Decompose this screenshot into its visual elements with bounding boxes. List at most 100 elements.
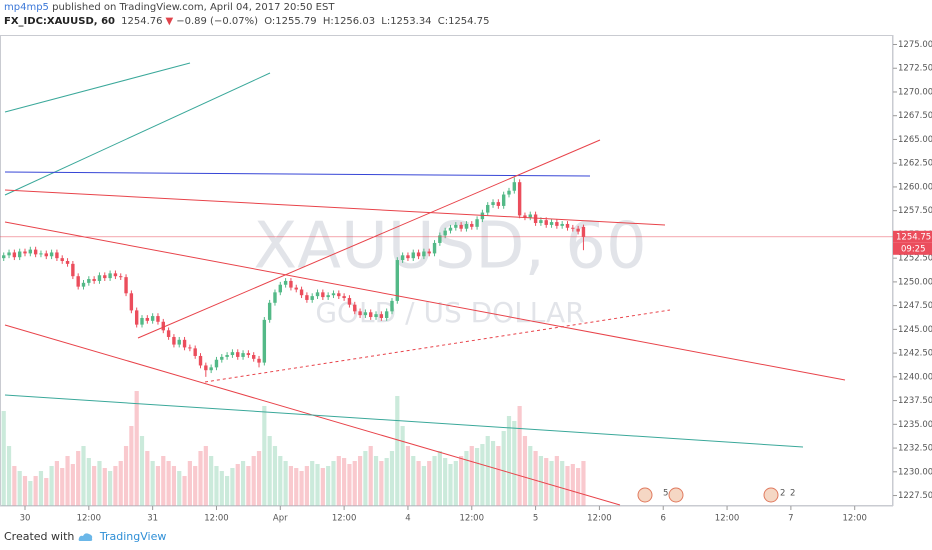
volume-bar bbox=[97, 461, 102, 506]
volume-bar bbox=[209, 456, 214, 506]
candle-body bbox=[501, 194, 506, 206]
volume-bar bbox=[315, 464, 320, 506]
candle-body bbox=[134, 310, 139, 325]
volume-bar bbox=[368, 446, 373, 506]
candle-body bbox=[39, 253, 43, 255]
y-tick-label: 1272.50 bbox=[898, 64, 932, 74]
candle-body bbox=[108, 273, 112, 279]
candle-body bbox=[204, 365, 208, 371]
candle-body bbox=[400, 255, 405, 261]
volume-bar bbox=[400, 426, 405, 506]
volume-bar bbox=[373, 456, 379, 506]
volume-bar bbox=[6, 446, 12, 506]
trend-line bbox=[4, 62, 191, 113]
volume-bar bbox=[17, 471, 22, 506]
volume-bar bbox=[363, 451, 368, 506]
volume-bar bbox=[219, 471, 224, 506]
volume-bar bbox=[166, 461, 171, 506]
candle-body bbox=[321, 292, 325, 298]
candle-body bbox=[267, 302, 272, 320]
candle-body bbox=[337, 293, 341, 297]
candle-body bbox=[512, 182, 517, 191]
symbol: FX_IDC:XAUUSD, 60 bbox=[4, 16, 115, 27]
candle-body bbox=[464, 223, 469, 229]
event-icon[interactable] bbox=[763, 487, 779, 503]
candle-body bbox=[369, 312, 373, 318]
x-tick-label: 12:00 bbox=[460, 514, 485, 524]
y-tick-label: 1242.50 bbox=[898, 349, 932, 359]
volume-bar bbox=[182, 476, 187, 506]
volume-bar bbox=[512, 421, 517, 506]
candle-body bbox=[177, 339, 181, 345]
change-arrow: ▼ bbox=[165, 16, 174, 27]
volume-bar bbox=[443, 458, 448, 506]
event-icons: 5 2 2 bbox=[637, 487, 795, 503]
volume-bar bbox=[113, 466, 118, 506]
volume-bar bbox=[448, 464, 453, 506]
candle-body bbox=[76, 276, 80, 287]
volume-bar bbox=[214, 466, 219, 506]
volume-bar bbox=[102, 468, 107, 506]
volume-bar bbox=[272, 446, 278, 506]
candle-body bbox=[257, 358, 261, 363]
volume-bar bbox=[581, 461, 586, 506]
candle-body bbox=[92, 279, 96, 281]
volume-bar bbox=[28, 481, 33, 506]
volume-bar bbox=[288, 466, 294, 506]
volume-bar bbox=[506, 416, 512, 506]
candle-body bbox=[565, 223, 570, 228]
volume-bar bbox=[44, 478, 49, 506]
candle-body bbox=[480, 212, 485, 220]
candle-body bbox=[156, 316, 160, 322]
volume-bar bbox=[549, 461, 554, 506]
candle-body bbox=[161, 321, 165, 331]
volume-bar bbox=[278, 456, 283, 506]
volume-bar bbox=[267, 436, 272, 506]
volume-bar bbox=[155, 466, 161, 506]
candle-body bbox=[7, 252, 11, 256]
volume-bar bbox=[145, 451, 150, 506]
volume-bar bbox=[485, 436, 490, 506]
watermark-description: GOLD / US DOLLAR bbox=[315, 296, 584, 329]
y-tick-label: 1262.50 bbox=[898, 159, 932, 169]
created-with: Created with bbox=[4, 530, 75, 543]
volume-bar bbox=[86, 458, 91, 506]
candle-body bbox=[486, 204, 490, 213]
author[interactable]: mp4mp5 bbox=[4, 2, 49, 13]
event-count: 2 bbox=[790, 489, 795, 499]
volume-bar bbox=[256, 451, 262, 506]
candle-body bbox=[44, 253, 48, 257]
footer: Created with TradingView bbox=[4, 530, 166, 543]
candle-body bbox=[411, 252, 415, 259]
candle-body bbox=[119, 276, 123, 278]
ohlc-open: O:1255.79 bbox=[264, 16, 317, 27]
candle-body bbox=[81, 282, 86, 287]
volume-bar bbox=[480, 444, 485, 506]
drawings bbox=[4, 62, 846, 506]
event-icon[interactable] bbox=[668, 487, 684, 503]
candle-body bbox=[353, 304, 357, 312]
candle-body bbox=[129, 293, 134, 311]
candle-body bbox=[49, 252, 54, 257]
event-icon[interactable] bbox=[637, 487, 653, 503]
watermark-symbol: XAUUSD, 60 bbox=[253, 210, 646, 284]
volume-bar bbox=[464, 451, 469, 506]
volume-bar bbox=[235, 464, 240, 506]
y-tick-label: 1275.00 bbox=[898, 40, 932, 50]
volume-bar bbox=[522, 436, 528, 506]
volume-bar bbox=[453, 461, 458, 506]
candle-body bbox=[555, 222, 559, 226]
y-tick-label: 1240.00 bbox=[898, 372, 932, 382]
volume-bar bbox=[171, 466, 177, 506]
y-tick-label: 1252.50 bbox=[898, 254, 932, 264]
brand[interactable]: TradingView bbox=[99, 530, 167, 543]
candle-body bbox=[103, 275, 107, 279]
volume-bar bbox=[294, 468, 299, 506]
volume-bar bbox=[342, 458, 347, 506]
candle-body bbox=[533, 214, 538, 224]
candle-body bbox=[28, 249, 33, 254]
header-line-1: mp4mp5 published on TradingView.com, Apr… bbox=[4, 2, 334, 13]
x-tick-label: 7 bbox=[788, 514, 793, 524]
volume-bar bbox=[299, 471, 304, 506]
volume-bar bbox=[357, 456, 363, 506]
